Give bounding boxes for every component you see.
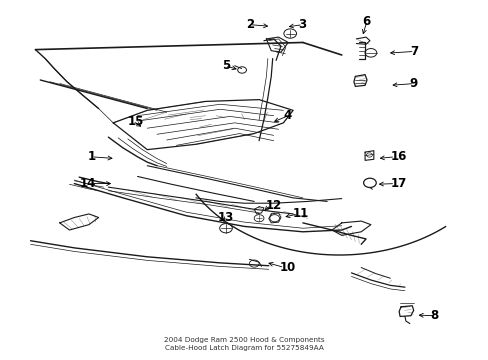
Text: 9: 9 [409,77,417,90]
Text: 7: 7 [409,45,417,58]
Text: 2004 Dodge Ram 2500 Hood & Components
Cable-Hood Latch Diagram for 55275849AA: 2004 Dodge Ram 2500 Hood & Components Ca… [164,337,324,351]
Text: 6: 6 [362,14,369,27]
Text: 17: 17 [389,177,406,190]
Text: 15: 15 [127,114,144,127]
Text: 2: 2 [245,18,254,31]
Text: 5: 5 [221,59,229,72]
Text: 8: 8 [429,309,438,322]
Text: 3: 3 [297,18,305,31]
Text: 4: 4 [283,109,291,122]
Text: 16: 16 [389,150,406,163]
Text: 1: 1 [88,150,96,163]
Text: 13: 13 [217,211,234,224]
Text: 14: 14 [80,177,96,190]
Text: 10: 10 [279,261,295,274]
Text: 11: 11 [292,207,309,220]
Text: 12: 12 [265,198,281,212]
